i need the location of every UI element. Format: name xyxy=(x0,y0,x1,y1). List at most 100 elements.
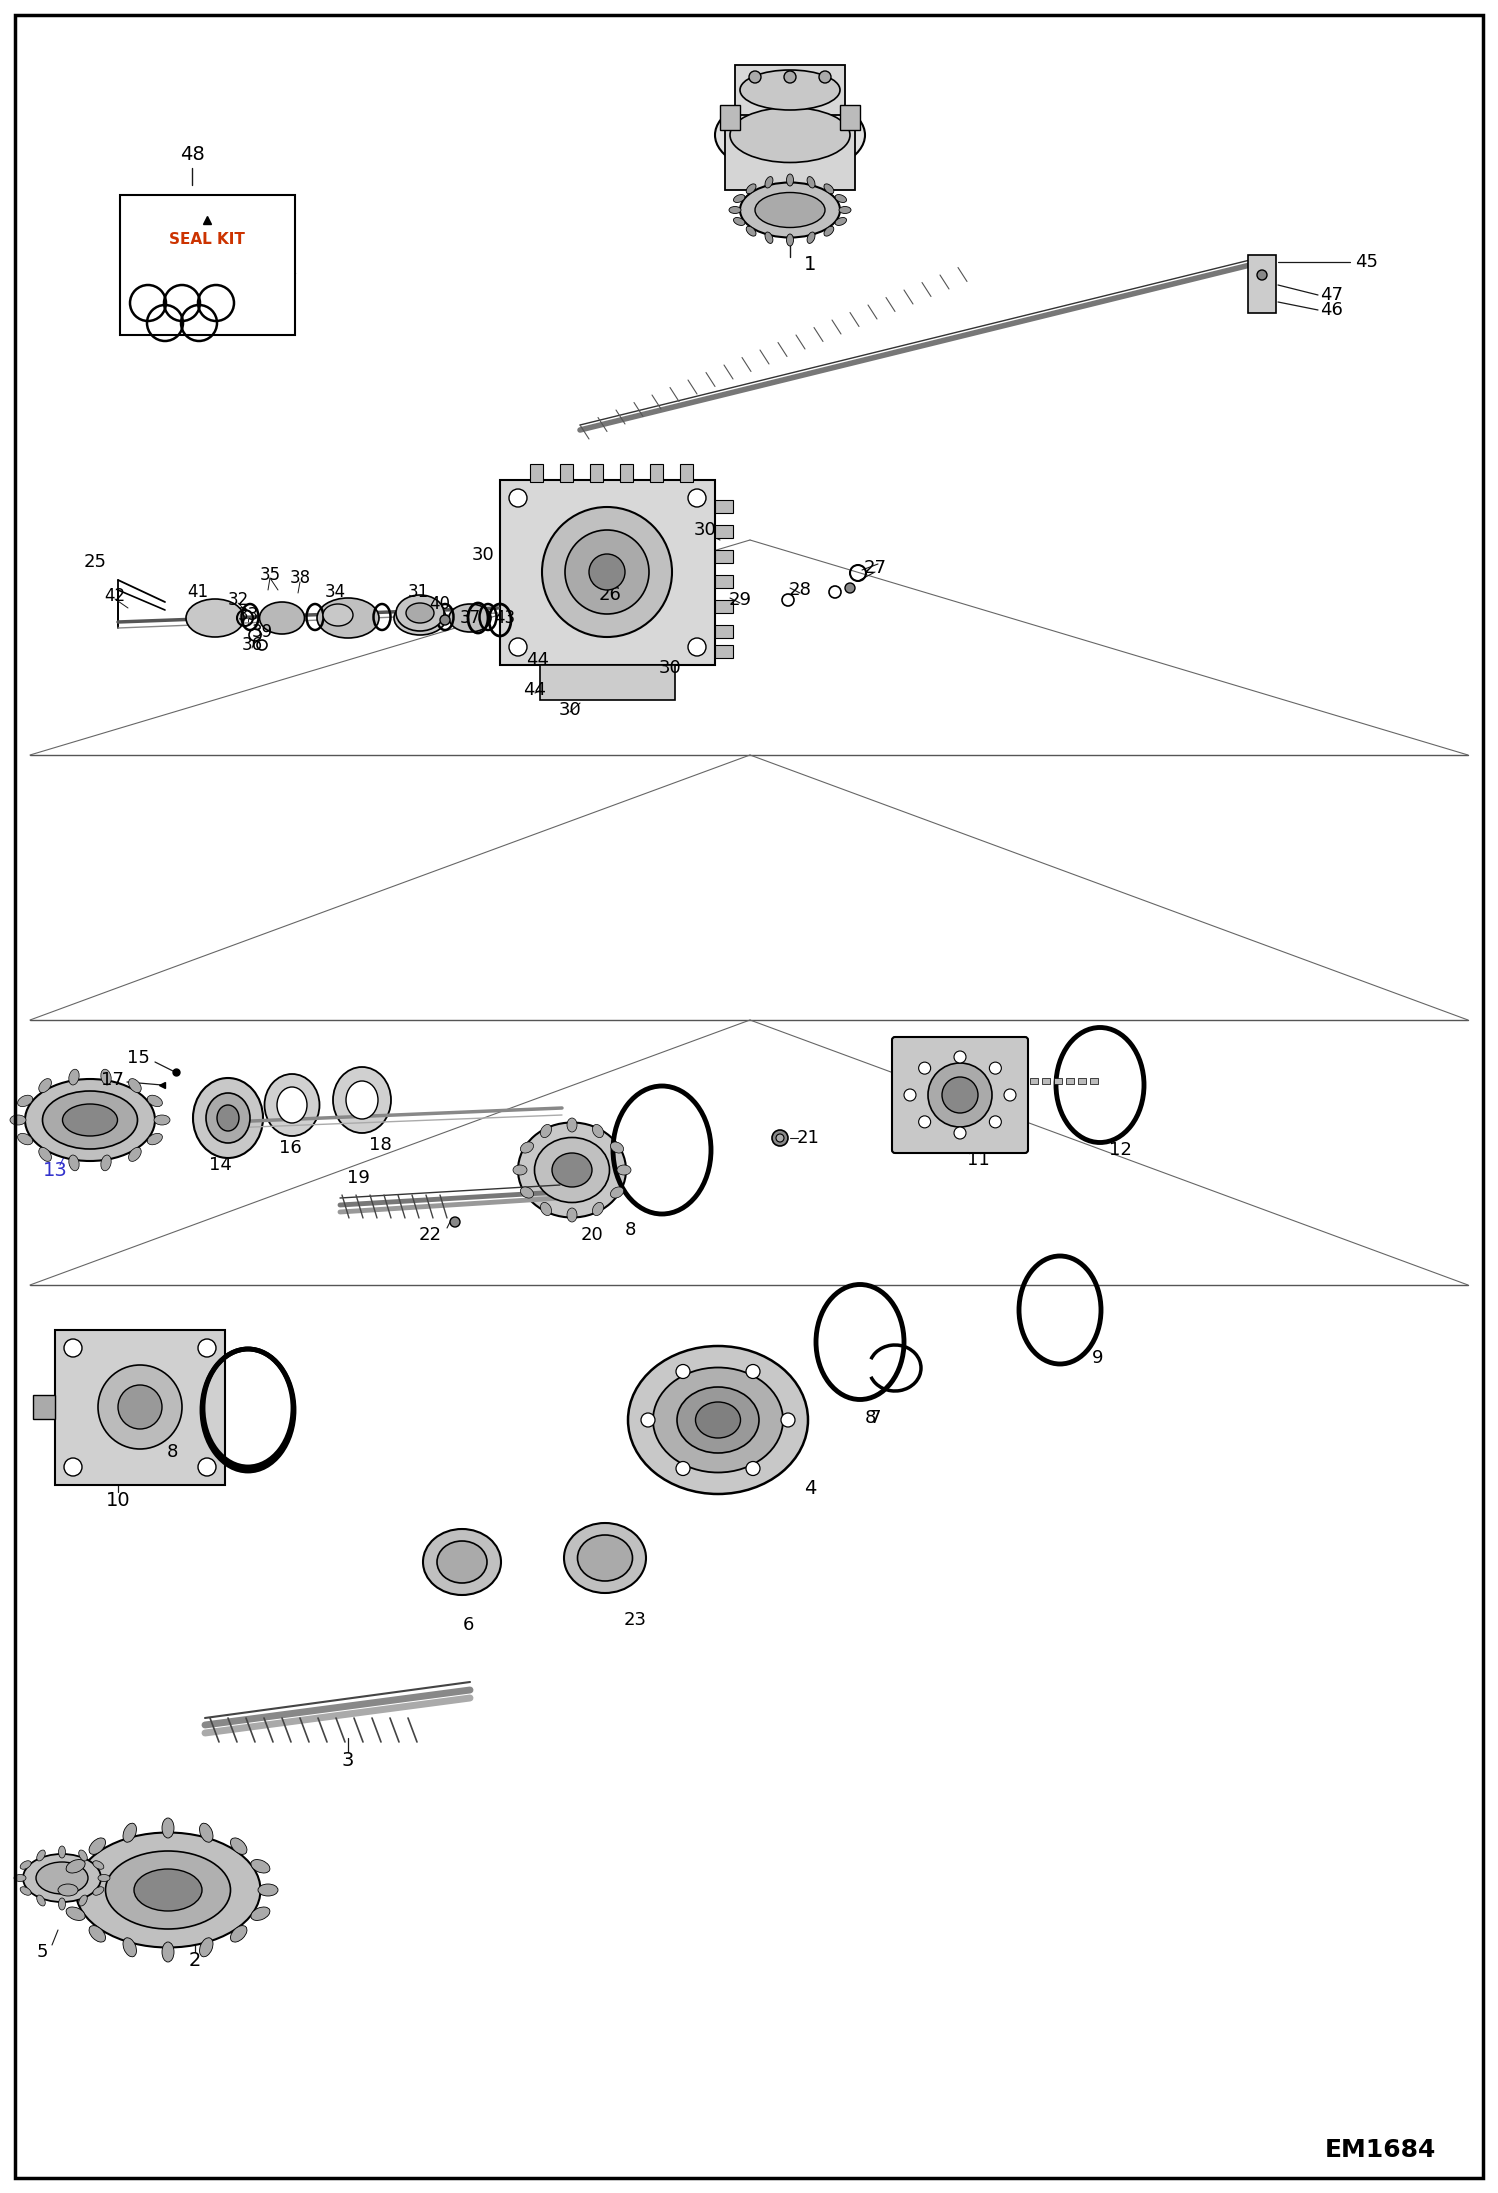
Circle shape xyxy=(542,507,673,636)
Circle shape xyxy=(440,614,449,625)
Ellipse shape xyxy=(422,1529,500,1594)
Text: 18: 18 xyxy=(369,1136,391,1154)
Ellipse shape xyxy=(100,1156,111,1171)
Ellipse shape xyxy=(79,1851,87,1862)
Text: 4: 4 xyxy=(804,1478,816,1498)
Text: 43: 43 xyxy=(494,610,515,627)
Bar xyxy=(715,550,733,564)
Text: 8: 8 xyxy=(166,1443,178,1461)
Text: 46: 46 xyxy=(1320,300,1342,318)
Ellipse shape xyxy=(250,1908,270,1921)
Ellipse shape xyxy=(93,1860,103,1868)
Ellipse shape xyxy=(69,1156,79,1171)
Ellipse shape xyxy=(18,1094,33,1107)
Text: 28: 28 xyxy=(788,581,812,599)
Text: 25: 25 xyxy=(84,553,106,570)
Bar xyxy=(55,1329,225,1485)
Text: 30: 30 xyxy=(559,702,581,719)
Text: 20: 20 xyxy=(581,1226,604,1243)
Text: 44: 44 xyxy=(526,651,550,669)
Ellipse shape xyxy=(653,1368,783,1472)
Bar xyxy=(33,1395,55,1419)
Bar xyxy=(1248,254,1276,314)
Ellipse shape xyxy=(217,1105,240,1132)
Text: 2: 2 xyxy=(189,1950,201,1969)
Text: 11: 11 xyxy=(966,1151,989,1169)
Circle shape xyxy=(688,489,706,507)
Text: 17: 17 xyxy=(100,1070,123,1090)
Text: 30: 30 xyxy=(659,660,682,678)
Circle shape xyxy=(64,1340,82,1357)
Text: 8: 8 xyxy=(625,1222,635,1239)
Bar xyxy=(715,524,733,537)
Ellipse shape xyxy=(568,1208,577,1222)
Ellipse shape xyxy=(88,1925,105,1943)
Text: 23: 23 xyxy=(623,1612,647,1629)
Ellipse shape xyxy=(100,1070,111,1086)
Circle shape xyxy=(198,1340,216,1357)
Ellipse shape xyxy=(18,1134,33,1145)
Ellipse shape xyxy=(133,1868,202,1910)
Ellipse shape xyxy=(592,1125,604,1138)
Circle shape xyxy=(918,1061,930,1075)
Ellipse shape xyxy=(786,173,794,186)
Ellipse shape xyxy=(147,1094,162,1107)
Text: 22: 22 xyxy=(418,1226,442,1243)
Ellipse shape xyxy=(75,1833,261,1947)
Ellipse shape xyxy=(715,94,864,175)
Ellipse shape xyxy=(394,601,446,636)
Circle shape xyxy=(509,489,527,507)
Circle shape xyxy=(1004,1090,1016,1101)
Text: 30: 30 xyxy=(472,546,494,564)
Ellipse shape xyxy=(199,1822,213,1842)
Circle shape xyxy=(927,1064,992,1127)
Ellipse shape xyxy=(535,1138,610,1202)
Circle shape xyxy=(64,1458,82,1476)
Circle shape xyxy=(918,1116,930,1127)
Ellipse shape xyxy=(97,1875,109,1882)
Ellipse shape xyxy=(346,1081,377,1118)
Ellipse shape xyxy=(63,1103,117,1136)
Ellipse shape xyxy=(19,1886,31,1895)
Bar xyxy=(725,129,855,191)
Ellipse shape xyxy=(39,1079,51,1092)
Ellipse shape xyxy=(518,1123,626,1217)
Ellipse shape xyxy=(147,1134,162,1145)
Circle shape xyxy=(845,583,855,592)
Ellipse shape xyxy=(551,1154,592,1186)
Circle shape xyxy=(903,1090,915,1101)
Bar xyxy=(715,500,733,513)
Ellipse shape xyxy=(58,1897,66,1910)
Ellipse shape xyxy=(318,599,379,638)
Bar xyxy=(590,465,604,482)
Ellipse shape xyxy=(520,1186,533,1197)
Ellipse shape xyxy=(186,599,244,636)
Ellipse shape xyxy=(66,1860,85,1873)
Text: 48: 48 xyxy=(180,145,204,164)
Ellipse shape xyxy=(199,1939,213,1956)
FancyBboxPatch shape xyxy=(891,1037,1028,1154)
Circle shape xyxy=(989,1061,1001,1075)
Ellipse shape xyxy=(39,1147,51,1162)
Ellipse shape xyxy=(58,1884,78,1897)
Ellipse shape xyxy=(746,184,756,193)
Ellipse shape xyxy=(277,1088,307,1123)
Ellipse shape xyxy=(568,1118,577,1132)
Ellipse shape xyxy=(734,195,745,202)
Ellipse shape xyxy=(123,1939,136,1956)
Text: 30: 30 xyxy=(694,522,716,539)
Circle shape xyxy=(449,1217,460,1228)
Ellipse shape xyxy=(333,1068,391,1134)
Ellipse shape xyxy=(406,603,434,623)
Bar xyxy=(1091,1079,1098,1083)
Circle shape xyxy=(676,1461,691,1476)
Ellipse shape xyxy=(512,1164,527,1175)
Text: 19: 19 xyxy=(346,1169,370,1186)
Text: 21: 21 xyxy=(797,1129,819,1147)
Ellipse shape xyxy=(807,178,815,189)
Bar xyxy=(840,105,860,129)
Ellipse shape xyxy=(765,232,773,243)
Ellipse shape xyxy=(193,1079,264,1158)
Ellipse shape xyxy=(22,1853,100,1901)
Ellipse shape xyxy=(66,1908,85,1921)
